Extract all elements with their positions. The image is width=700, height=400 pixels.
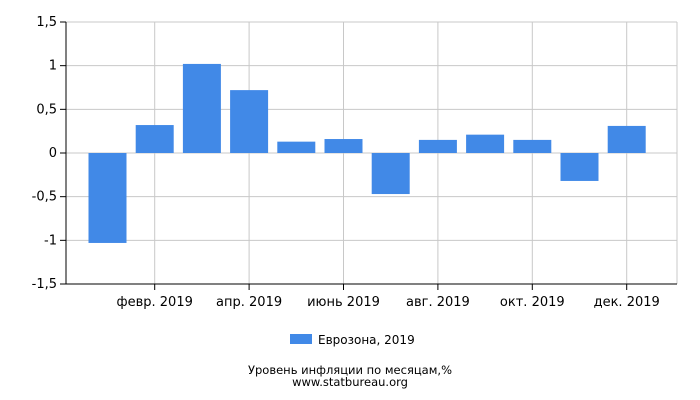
- bar: [135, 125, 174, 153]
- legend-label: Еврозона, 2019: [318, 333, 415, 347]
- bars: [88, 63, 646, 243]
- x-tick-label: июнь 2019: [307, 295, 380, 310]
- x-tick-label: дек. 2019: [594, 295, 660, 310]
- bar: [607, 125, 646, 153]
- bar: [277, 141, 316, 153]
- x-tick-label: февр. 2019: [117, 295, 193, 310]
- x-tick-label: авг. 2019: [406, 295, 470, 310]
- y-tick-label: 1,5: [36, 15, 57, 30]
- x-tick-label: окт. 2019: [500, 295, 565, 310]
- bar: [513, 139, 552, 153]
- bar: [88, 153, 127, 243]
- y-tick-label: -1,5: [32, 277, 57, 292]
- y-tick-label: 1: [49, 59, 57, 74]
- legend: Еврозона, 2019: [290, 333, 415, 347]
- chart-caption: Уровень инфляции по месяцам,%: [248, 363, 452, 377]
- bar: [466, 134, 505, 153]
- bar: [230, 90, 269, 153]
- bar: [371, 153, 410, 195]
- chart-source: www.statbureau.org: [292, 375, 408, 389]
- bar: [560, 153, 599, 181]
- y-tick-label: 0,5: [36, 102, 57, 117]
- y-axis-labels: 1,5 1 0,5 0 -0,5 -1 -1,5: [32, 15, 57, 292]
- bar: [418, 139, 457, 153]
- bar: [324, 139, 363, 153]
- y-tick-label: -1: [44, 233, 57, 248]
- x-tick-label: апр. 2019: [216, 295, 282, 310]
- axes: [60, 21, 677, 290]
- y-tick-label: 0: [49, 146, 57, 161]
- bar: [182, 63, 221, 153]
- y-tick-label: -0,5: [32, 190, 57, 205]
- x-axis-labels: февр. 2019 апр. 2019 июнь 2019 авг. 2019 окт…: [117, 295, 660, 310]
- legend-swatch: [290, 334, 312, 344]
